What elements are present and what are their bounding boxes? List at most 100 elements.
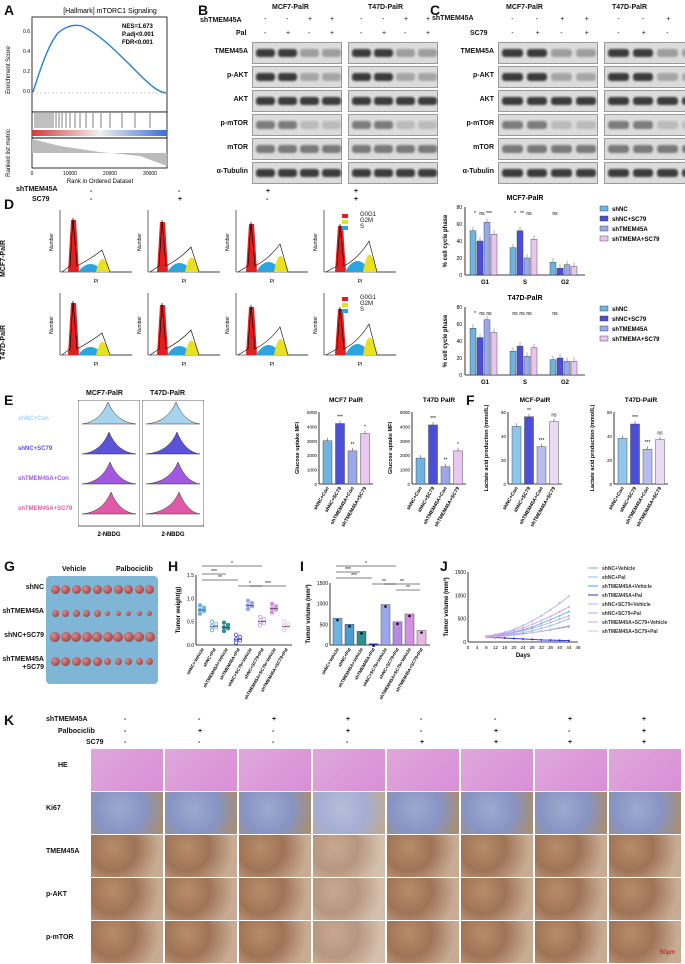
tumor-sample bbox=[147, 611, 152, 616]
flow-histogram: PI Number bbox=[312, 289, 398, 369]
tumor-sample bbox=[93, 585, 102, 594]
bar bbox=[656, 440, 665, 484]
flow-e-peak bbox=[82, 432, 136, 454]
band-label: TMEM45A bbox=[446, 48, 494, 55]
protein-band bbox=[256, 73, 275, 81]
chart-title: T47D-PalR bbox=[507, 295, 542, 302]
bar bbox=[470, 328, 476, 375]
ihc-tile bbox=[164, 791, 238, 835]
legend-swatch bbox=[600, 306, 608, 311]
gsea-ytick-1: 0.4 bbox=[23, 49, 30, 55]
legend-swatch bbox=[342, 309, 348, 313]
protein-band bbox=[576, 121, 597, 129]
legend-label: shTMEM45A bbox=[612, 227, 648, 233]
legend-label: shTMEM45A bbox=[612, 327, 648, 333]
y-tick: 1000 bbox=[307, 468, 318, 473]
ihc-tile bbox=[460, 834, 534, 878]
data-point bbox=[270, 602, 274, 606]
protein-band bbox=[608, 145, 629, 153]
protein-band bbox=[551, 49, 572, 57]
y-label: Lactate acid production (mmol/L) bbox=[484, 404, 490, 491]
y-tick: 0.5 bbox=[187, 620, 194, 626]
tumor-sample bbox=[92, 632, 102, 642]
gsea-xtick-3: 30000 bbox=[143, 171, 157, 177]
ihc-tile bbox=[164, 834, 238, 878]
bar bbox=[564, 265, 570, 275]
series-point bbox=[531, 620, 533, 622]
data-point bbox=[384, 605, 387, 608]
ihc-tile bbox=[164, 920, 238, 964]
series-point bbox=[504, 637, 506, 639]
blot-strip bbox=[604, 90, 685, 112]
sig-mark: *** bbox=[430, 416, 436, 422]
series-point bbox=[531, 627, 533, 629]
x-tick: 20 bbox=[511, 645, 517, 650]
bar bbox=[491, 234, 497, 275]
y-tick: 1.5 bbox=[187, 573, 194, 579]
bar bbox=[525, 417, 534, 484]
blot-strip bbox=[348, 162, 438, 184]
data-point bbox=[408, 615, 411, 618]
tumor-row-label: shNC+SC79 bbox=[0, 632, 44, 640]
protein-band bbox=[576, 169, 597, 177]
data-point bbox=[258, 624, 262, 628]
lane-sign-row1: + bbox=[666, 16, 670, 23]
series-point bbox=[495, 636, 497, 638]
flow-e-peak bbox=[146, 462, 200, 484]
data-point bbox=[372, 644, 375, 647]
series-point bbox=[550, 615, 552, 617]
western-c: ---++-++---++-++TMEM45Ap-AKTAKTp-mTORmTO… bbox=[430, 0, 685, 190]
protein-band bbox=[657, 145, 678, 153]
ihc-tile bbox=[534, 877, 608, 921]
sig-mark: * bbox=[457, 442, 459, 448]
g0g1-peak bbox=[246, 307, 257, 355]
flow-col-sign1: + bbox=[354, 188, 358, 195]
legend-swatch bbox=[600, 216, 608, 221]
protein-band bbox=[633, 169, 654, 177]
bar bbox=[643, 449, 652, 484]
ihc-tile bbox=[386, 748, 460, 792]
lane-sign-row2: - bbox=[666, 30, 668, 37]
flow-col-sign1: + bbox=[266, 188, 270, 195]
tumor-sample bbox=[72, 585, 81, 594]
y-tick: 40 bbox=[501, 434, 507, 439]
protein-band bbox=[576, 49, 597, 57]
protein-band bbox=[352, 169, 371, 177]
ihc-tile bbox=[460, 748, 534, 792]
flow-ylabel: Number bbox=[313, 316, 319, 334]
ihc-tile bbox=[312, 791, 386, 835]
band-label: mTOR bbox=[200, 144, 248, 151]
flow-xlabel: PI bbox=[358, 362, 363, 368]
series-point bbox=[550, 619, 552, 621]
lane-sign-row2: + bbox=[382, 30, 386, 37]
y-tick: 20 bbox=[456, 256, 462, 262]
flow-e-xlabel: 2-NBDG bbox=[97, 532, 120, 538]
blot-strip bbox=[348, 42, 438, 64]
tumor-sample bbox=[134, 632, 144, 642]
data-point bbox=[222, 621, 226, 625]
ihc-tile bbox=[608, 791, 682, 835]
series-point bbox=[559, 621, 561, 623]
flow-xlabel: PI bbox=[270, 362, 275, 368]
data-point bbox=[274, 608, 278, 612]
ihc-sign-row2: + bbox=[642, 728, 646, 735]
protein-band bbox=[278, 73, 297, 81]
legend-label: shTMEM45A+Pal bbox=[602, 593, 643, 599]
data-point bbox=[348, 625, 351, 628]
band-label: mTOR bbox=[446, 144, 494, 151]
gsea-plot: [Hallmark] mTORC1 Signaling Enrichment S… bbox=[0, 0, 200, 185]
tumor-sample bbox=[136, 658, 143, 665]
gsea-nes: NES=1.673 bbox=[122, 24, 154, 30]
bar bbox=[618, 438, 627, 484]
y-tick: 80 bbox=[456, 205, 462, 211]
series-point bbox=[568, 606, 570, 608]
protein-band bbox=[374, 97, 393, 105]
y-tick: 1000 bbox=[400, 468, 411, 473]
d-row2-label: T47D-PalR bbox=[0, 325, 7, 360]
legend-swatch bbox=[342, 226, 348, 230]
protein-band bbox=[396, 97, 415, 105]
